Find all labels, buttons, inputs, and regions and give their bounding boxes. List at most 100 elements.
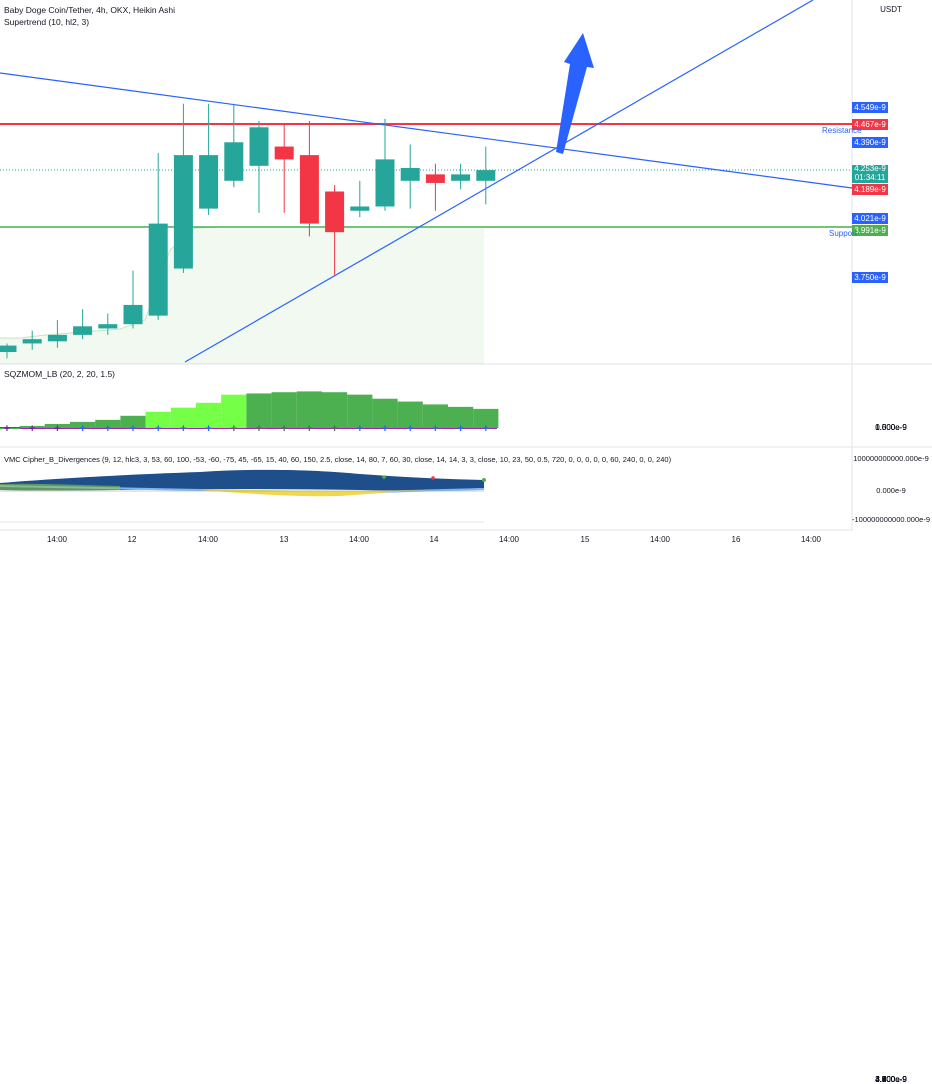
squeeze-bar[interactable] xyxy=(221,394,247,428)
candle-body[interactable] xyxy=(148,223,168,316)
squeeze-bar[interactable] xyxy=(145,411,171,428)
squeeze-bar[interactable] xyxy=(473,408,499,428)
squeeze-tick-label: 0.500e-9 xyxy=(875,423,907,432)
squeeze-legend[interactable]: SQZMOM_LB (20, 2, 20, 1.5) xyxy=(4,369,116,379)
cipher-signal-dot xyxy=(482,478,486,482)
squeeze-tick-label: 1.500e-9 xyxy=(875,423,907,432)
squeeze-bar[interactable] xyxy=(271,392,297,428)
cipher-legend[interactable]: VMC Cipher_B_Divergences (9, 12, hlc3, 3… xyxy=(4,455,672,464)
candle-body[interactable] xyxy=(73,326,93,335)
price-tag-resistance: 4.467e-9 xyxy=(852,119,888,130)
descending-trendline[interactable] xyxy=(0,72,853,189)
squeeze-bar[interactable] xyxy=(70,421,96,428)
time-tick-label: 14:00 xyxy=(348,535,370,544)
squeeze-bar[interactable] xyxy=(397,401,423,428)
squeeze-bar[interactable] xyxy=(95,419,121,428)
squeeze-marker: + xyxy=(180,423,186,435)
squeeze-histogram[interactable]: + + + + + + + + + + + + + + + + + + + + xyxy=(0,391,499,435)
time-tick-label: 14:00 xyxy=(46,535,68,544)
squeeze-marker: + xyxy=(79,423,85,435)
cipher-signal-dot xyxy=(431,476,435,480)
bullish-projection-arrow[interactable] xyxy=(556,33,594,154)
candle-body[interactable] xyxy=(325,191,345,233)
chart-canvas[interactable]: + + + + + + + + + + + + + + + + + + + + xyxy=(0,0,932,550)
time-tick-label: 14:00 xyxy=(649,535,671,544)
squeeze-marker: + xyxy=(306,423,312,435)
candle-body[interactable] xyxy=(476,170,496,181)
price-tag-blue: 4.549e-9 xyxy=(852,102,888,113)
squeeze-bar[interactable] xyxy=(196,402,222,428)
squeeze-marker: + xyxy=(256,423,262,435)
price-tag-blue: 3.750e-9 xyxy=(852,272,888,283)
cipher-green-area xyxy=(0,483,120,491)
squeeze-marker: + xyxy=(407,423,413,435)
squeeze-marker: + xyxy=(483,423,489,435)
candle-body[interactable] xyxy=(350,206,370,211)
last-price-value: 4.253e-9 xyxy=(854,164,886,173)
squeeze-bar[interactable] xyxy=(372,398,398,428)
price-tag-blue: 4.390e-9 xyxy=(852,137,888,148)
candle-body[interactable] xyxy=(425,174,445,183)
bar-countdown: 01:34:11 xyxy=(854,172,886,182)
ascending-trendline[interactable] xyxy=(184,0,814,363)
squeeze-tick-label: 1.000e-9 xyxy=(875,423,907,432)
squeeze-bar[interactable] xyxy=(448,406,474,428)
candle-body[interactable] xyxy=(123,304,143,325)
currency-label[interactable]: USDT xyxy=(880,5,902,14)
squeeze-marker: + xyxy=(54,423,60,435)
price-tag-support: 3.991e-9 xyxy=(852,225,888,236)
candle-body[interactable] xyxy=(98,324,118,329)
candle-body[interactable] xyxy=(400,167,420,181)
squeeze-marker: + xyxy=(105,423,111,435)
squeeze-bar[interactable] xyxy=(44,423,70,428)
squeeze-marker: + xyxy=(331,423,337,435)
candle-body[interactable] xyxy=(199,155,219,209)
last-price-tag: 4.253e-9 01:34:11 xyxy=(852,164,888,183)
candle-body[interactable] xyxy=(375,159,395,207)
cipher-tick-label: 100000000000.000e-9 xyxy=(853,454,929,463)
cipher-wave-fill xyxy=(0,469,484,491)
squeeze-bar[interactable] xyxy=(347,394,373,428)
squeeze-marker: + xyxy=(457,423,463,435)
squeeze-bar[interactable] xyxy=(246,393,272,428)
candle-body[interactable] xyxy=(451,174,471,181)
candle-body[interactable] xyxy=(173,155,193,269)
squeeze-marker: + xyxy=(130,423,136,435)
squeeze-bar[interactable] xyxy=(0,428,20,429)
price-tag-blue: 4.021e-9 xyxy=(852,213,888,224)
supertrend-legend[interactable]: Supertrend (10, hl2, 3) xyxy=(4,17,90,27)
cipher-wave-area[interactable] xyxy=(0,469,486,523)
candle-body[interactable] xyxy=(22,339,42,344)
squeeze-marker: + xyxy=(4,423,10,435)
squeeze-marker: + xyxy=(231,423,237,435)
candle-body[interactable] xyxy=(224,142,244,181)
supertrend-fill xyxy=(0,227,484,364)
squeeze-tick-label: 0.000e-9 xyxy=(875,423,907,432)
squeeze-bar[interactable] xyxy=(19,425,45,428)
support-label: Support xyxy=(829,229,858,238)
candle-body[interactable] xyxy=(274,146,294,160)
time-tick-label: 13 xyxy=(279,535,289,544)
squeeze-bar[interactable] xyxy=(322,392,348,428)
time-tick-label: 14 xyxy=(429,535,439,544)
time-tick-label: 14:00 xyxy=(197,535,219,544)
candle-body[interactable] xyxy=(299,155,319,224)
squeeze-bar[interactable] xyxy=(120,415,146,428)
squeeze-bar[interactable] xyxy=(170,407,196,428)
squeeze-marker: + xyxy=(382,423,388,435)
candle-body[interactable] xyxy=(47,334,67,342)
candlestick-series[interactable] xyxy=(0,103,496,359)
time-tick-label: 16 xyxy=(731,535,741,544)
squeeze-bar[interactable] xyxy=(422,404,448,428)
candle-body[interactable] xyxy=(249,127,269,166)
price-tag-trendline: 4.189e-9 xyxy=(852,184,888,195)
squeeze-bar[interactable] xyxy=(296,391,322,428)
time-tick-label: 15 xyxy=(580,535,590,544)
squeeze-marker: + xyxy=(155,423,161,435)
symbol-title[interactable]: Baby Doge Coin/Tether, 4h, OKX, Heikin A… xyxy=(4,5,176,15)
squeeze-marker: + xyxy=(205,423,211,435)
squeeze-marker: + xyxy=(29,423,35,435)
candle-body[interactable] xyxy=(0,345,17,352)
cipher-tick-label: 0.000e-9 xyxy=(876,486,906,495)
squeeze-marker: + xyxy=(432,423,438,435)
